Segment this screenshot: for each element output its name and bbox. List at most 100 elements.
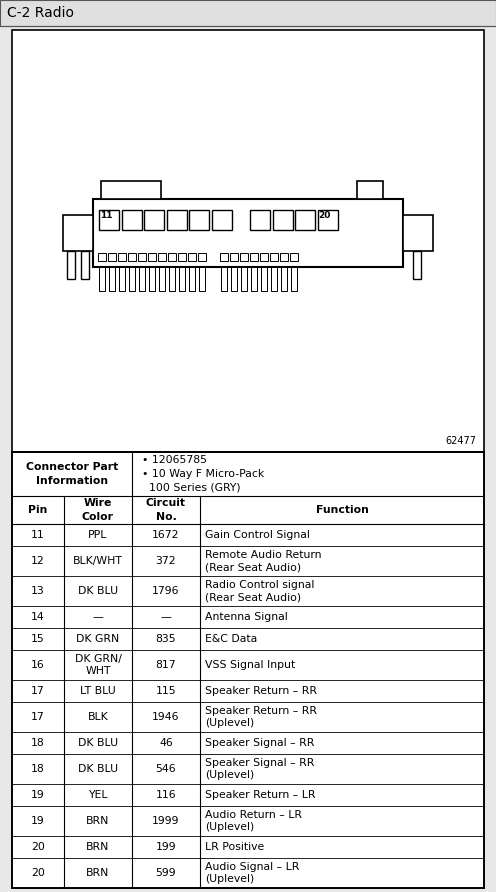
Text: 46: 46: [159, 738, 173, 748]
Text: —: —: [161, 612, 172, 622]
Text: 17: 17: [31, 686, 45, 696]
Bar: [220, 252, 228, 260]
Text: Circuit
No.: Circuit No.: [146, 499, 186, 522]
Text: 15: 15: [31, 634, 45, 644]
Text: 14: 14: [31, 612, 45, 622]
Text: Speaker Return – LR: Speaker Return – LR: [205, 790, 315, 800]
Text: —: —: [93, 612, 104, 622]
Text: Speaker Signal – RR
(Uplevel): Speaker Signal – RR (Uplevel): [205, 758, 314, 780]
Text: 19: 19: [31, 816, 45, 826]
Bar: [357, 180, 383, 199]
Bar: [270, 252, 278, 260]
Bar: [109, 267, 115, 291]
Bar: [67, 251, 75, 278]
Bar: [280, 252, 288, 260]
Bar: [250, 210, 270, 229]
Text: Connector Part
Information: Connector Part Information: [26, 462, 118, 486]
Text: Speaker Signal – RR: Speaker Signal – RR: [205, 738, 314, 748]
Text: 1946: 1946: [152, 712, 180, 722]
Text: 835: 835: [156, 634, 176, 644]
Bar: [128, 252, 136, 260]
Bar: [290, 252, 298, 260]
Bar: [144, 210, 164, 229]
Bar: [188, 252, 196, 260]
Text: BRN: BRN: [86, 868, 110, 878]
Bar: [251, 267, 257, 291]
Bar: [108, 252, 116, 260]
Bar: [240, 252, 248, 260]
Bar: [291, 267, 297, 291]
Bar: [138, 252, 146, 260]
Text: Radio Control signal
(Rear Seat Audio): Radio Control signal (Rear Seat Audio): [205, 580, 314, 602]
Text: Audio Signal – LR
(Uplevel): Audio Signal – LR (Uplevel): [205, 862, 300, 884]
Bar: [0, 0, 496, 26]
Bar: [295, 210, 315, 229]
Text: 1796: 1796: [152, 586, 180, 596]
Bar: [81, 251, 89, 278]
Bar: [119, 267, 125, 291]
Text: 599: 599: [156, 868, 176, 878]
Bar: [230, 252, 238, 260]
Text: 17: 17: [31, 712, 45, 722]
Text: LR Positive: LR Positive: [205, 842, 264, 852]
Text: DK BLU: DK BLU: [78, 764, 118, 774]
Bar: [281, 267, 287, 291]
Text: VSS Signal Input: VSS Signal Input: [205, 660, 295, 670]
Text: DK BLU: DK BLU: [78, 586, 118, 596]
Bar: [250, 252, 258, 260]
Bar: [221, 267, 227, 291]
Bar: [317, 210, 337, 229]
Bar: [129, 267, 135, 291]
Bar: [189, 267, 195, 291]
Bar: [198, 252, 206, 260]
Text: BLK: BLK: [88, 712, 108, 722]
Bar: [178, 252, 186, 260]
Text: Function: Function: [315, 505, 369, 515]
Text: YEL: YEL: [88, 790, 108, 800]
Text: BRN: BRN: [86, 816, 110, 826]
Text: 18: 18: [31, 764, 45, 774]
Bar: [63, 215, 93, 251]
Bar: [272, 210, 293, 229]
Text: 1999: 1999: [152, 816, 180, 826]
Text: 19: 19: [31, 790, 45, 800]
Text: 20: 20: [31, 842, 45, 852]
Text: Pin: Pin: [28, 505, 48, 515]
Bar: [179, 267, 185, 291]
Bar: [403, 215, 433, 251]
Bar: [101, 180, 161, 199]
Bar: [99, 210, 119, 229]
Bar: [158, 252, 166, 260]
Bar: [211, 210, 232, 229]
Text: 13: 13: [31, 586, 45, 596]
Bar: [159, 267, 165, 291]
Text: LT BLU: LT BLU: [80, 686, 116, 696]
Text: Remote Audio Return
(Rear Seat Audio): Remote Audio Return (Rear Seat Audio): [205, 549, 321, 572]
Text: 116: 116: [156, 790, 176, 800]
Text: 372: 372: [156, 556, 176, 566]
Text: Audio Return – LR
(Uplevel): Audio Return – LR (Uplevel): [205, 810, 302, 832]
Bar: [12, 30, 484, 452]
Text: Speaker Return – RR
(Uplevel): Speaker Return – RR (Uplevel): [205, 706, 317, 728]
Bar: [413, 251, 421, 278]
Bar: [99, 267, 105, 291]
Text: DK BLU: DK BLU: [78, 738, 118, 748]
Text: BLK/WHT: BLK/WHT: [73, 556, 123, 566]
Bar: [168, 252, 176, 260]
Bar: [148, 252, 156, 260]
Text: 20: 20: [318, 211, 331, 219]
Text: • 12065785
• 10 Way F Micro-Pack
  100 Series (GRY): • 12065785 • 10 Way F Micro-Pack 100 Ser…: [142, 455, 264, 493]
Text: 11: 11: [100, 211, 113, 219]
Bar: [98, 252, 106, 260]
Bar: [199, 267, 205, 291]
Text: Gain Control Signal: Gain Control Signal: [205, 530, 310, 540]
Text: DK GRN: DK GRN: [76, 634, 120, 644]
Text: Antenna Signal: Antenna Signal: [205, 612, 288, 622]
Text: 817: 817: [156, 660, 176, 670]
Bar: [12, 452, 484, 888]
Bar: [261, 267, 267, 291]
Bar: [271, 267, 277, 291]
Bar: [189, 210, 209, 229]
Text: 199: 199: [156, 842, 176, 852]
Bar: [139, 267, 145, 291]
